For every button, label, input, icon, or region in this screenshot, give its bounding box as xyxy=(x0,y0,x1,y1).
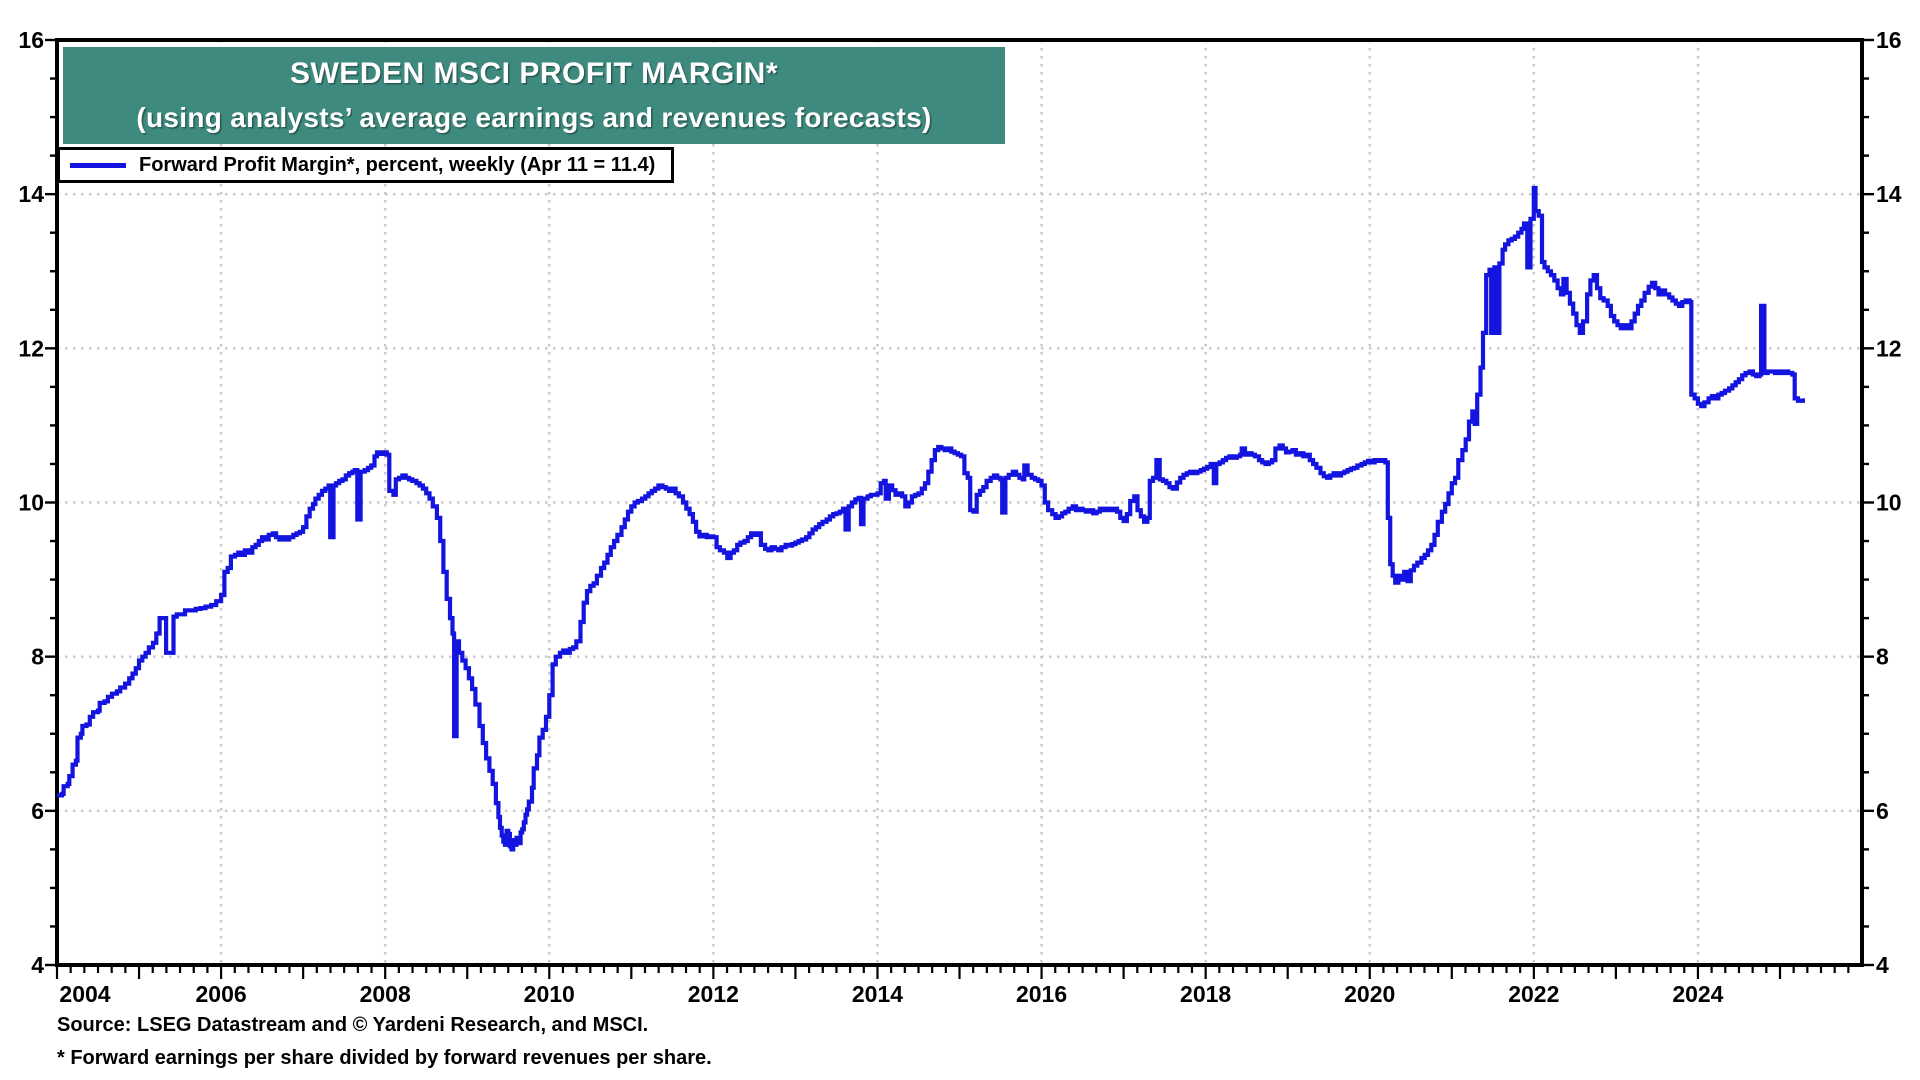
y-axis-label-right: 4 xyxy=(1876,952,1889,978)
x-axis-label: 2022 xyxy=(1508,981,1559,1007)
x-axis-label: 2020 xyxy=(1344,981,1395,1007)
y-axis-label-left: 10 xyxy=(18,490,44,516)
x-axis-label: 2004 xyxy=(59,981,110,1007)
footnote-text: * Forward earnings per share divided by … xyxy=(57,1047,712,1069)
x-axis-label: 2008 xyxy=(360,981,411,1007)
legend-label: Forward Profit Margin*, percent, weekly … xyxy=(139,153,656,176)
x-axis-label: 2012 xyxy=(688,981,739,1007)
y-axis-label-right: 8 xyxy=(1876,644,1889,670)
y-axis-label-right: 16 xyxy=(1876,27,1902,53)
profit-margin-line xyxy=(57,185,1805,852)
x-axis-label: 2010 xyxy=(524,981,575,1007)
chart-title-box: SWEDEN MSCI PROFIT MARGIN* (using analys… xyxy=(63,47,1005,144)
legend: Forward Profit Margin*, percent, weekly … xyxy=(57,147,675,183)
plot-frame xyxy=(55,38,1864,967)
legend-line-swatch xyxy=(70,162,126,168)
y-axis-label-left: 8 xyxy=(31,644,44,670)
x-axis-label: 2006 xyxy=(196,981,247,1007)
x-axis-label: 2014 xyxy=(852,981,903,1007)
y-axis-label-left: 4 xyxy=(31,952,44,978)
y-axis-label-left: 6 xyxy=(31,798,44,824)
y-axis-label-right: 10 xyxy=(1876,490,1902,516)
x-axis-label: 2024 xyxy=(1672,981,1723,1007)
y-axis-label-right: 6 xyxy=(1876,798,1889,824)
x-axis-label: 2018 xyxy=(1180,981,1231,1007)
y-axis-label-left: 16 xyxy=(18,27,44,53)
source-text: Source: LSEG Datastream and © Yardeni Re… xyxy=(57,1014,649,1036)
y-axis-label-right: 12 xyxy=(1876,335,1902,361)
chart-title: SWEDEN MSCI PROFIT MARGIN* xyxy=(289,56,778,90)
chart-subtitle: (using analysts’ average earnings and re… xyxy=(136,101,932,133)
y-axis-label-left: 14 xyxy=(18,181,44,207)
y-axis-label-left: 12 xyxy=(18,335,44,361)
y-axis-label-right: 14 xyxy=(1876,181,1902,207)
x-axis-label: 2016 xyxy=(1016,981,1067,1007)
